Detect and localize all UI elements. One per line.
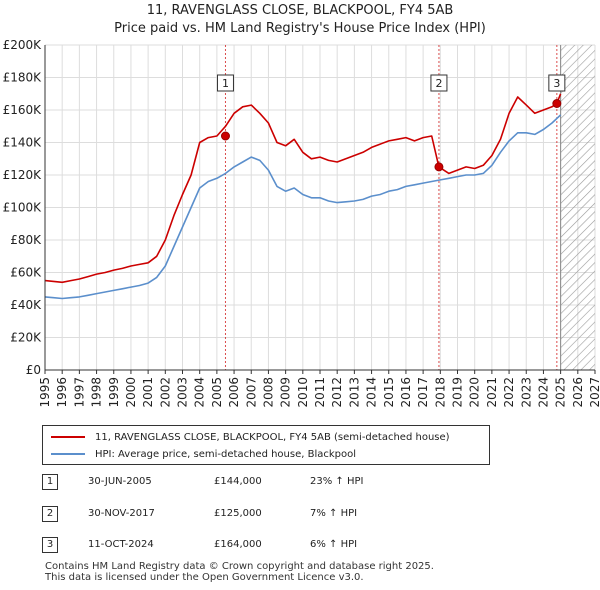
x-tick-label: 2005 [210,377,224,408]
x-tick-label: 1997 [72,377,86,408]
sale-price: £164,000 [214,539,262,550]
x-tick-label: 2006 [227,377,241,408]
sale-price: £144,000 [214,476,262,487]
x-tick-label: 2007 [244,377,258,408]
sale-row: 1 30-JUN-2005 £144,000 23% ↑ HPI [42,474,462,492]
x-tick-label: 2021 [485,377,499,408]
x-tick-label: 1996 [55,377,69,408]
sale-number-badge: 2 [42,506,58,522]
x-tick-label: 2015 [382,377,396,408]
x-tick-label: 2014 [365,377,379,408]
sale-date: 30-NOV-2017 [88,508,155,519]
x-tick-label: 2008 [261,377,275,408]
sale-marker-label: 2 [435,77,442,90]
y-tick-label: £140K [3,136,43,150]
sale-point [552,99,562,108]
y-tick-label: £40K [10,298,42,312]
x-tick-label: 2023 [519,377,533,408]
x-tick-label: 2024 [536,377,550,408]
forecast-hatch-area [560,45,595,370]
sale-hpi-change: 23% ↑ HPI [310,476,364,487]
y-tick-label: £80K [10,233,42,247]
y-tick-label: £100K [3,201,43,215]
sale-point [434,162,444,172]
x-tick-label: 2004 [193,377,207,408]
sale-marker-box [430,74,448,92]
x-tick-label: 2012 [330,377,344,408]
sale-hpi-change: 6% ↑ HPI [310,539,358,550]
y-tick-label: £20K [10,331,42,345]
x-tick-label: 2019 [451,377,465,408]
sale-hpi-change: 7% ↑ HPI [310,508,358,519]
sale-price: £125,000 [214,508,262,519]
x-tick-label: 2009 [279,377,293,408]
x-tick-label: 2003 [176,377,190,408]
hpi-line [45,114,562,300]
y-tick-label: £160K [3,103,43,117]
x-tick-label: 2025 [554,377,568,408]
footer-attribution: Contains HM Land Registry data © Crown c… [45,561,434,583]
legend-swatch-hpi [51,453,85,455]
legend-item-property: 11, RAVENGLASS CLOSE, BLACKPOOL, FY4 5AB… [51,429,450,445]
x-tick-label: 1998 [90,377,104,408]
sale-number-badge: 1 [42,474,58,490]
sale-date: 30-JUN-2005 [88,476,152,487]
x-tick-label: 2027 [588,377,600,408]
y-tick-label: £200K [3,38,43,52]
x-tick-label: 2010 [296,377,310,408]
chart-legend: 11, RAVENGLASS CLOSE, BLACKPOOL, FY4 5AB… [42,425,490,465]
sale-date: 11-OCT-2024 [88,539,154,550]
legend-swatch-property [51,436,85,438]
legend-label-hpi: HPI: Average price, semi-detached house,… [95,448,357,460]
x-tick-label: 2016 [399,377,413,408]
legend-item-hpi: HPI: Average price, semi-detached house,… [51,446,356,462]
property-price-line [45,93,562,284]
sale-marker-box [216,74,234,92]
x-tick-label: 2017 [416,377,430,408]
x-tick-label: 2022 [502,377,516,408]
sale-number-badge: 3 [42,537,58,553]
x-tick-label: 2000 [124,377,138,408]
y-tick-label: £120K [3,168,43,182]
x-tick-label: 1995 [38,377,52,408]
sale-point [220,131,230,141]
x-tick-label: 2020 [468,377,482,408]
x-tick-label: 2002 [158,377,172,408]
sale-marker-label: 1 [222,77,229,90]
title-line-2: Price paid vs. HM Land Registry's House … [114,21,486,36]
y-tick-label: £180K [3,71,43,85]
footer-line-1: Contains HM Land Registry data © Crown c… [45,561,434,572]
x-tick-label: 2013 [347,377,361,408]
x-tick-label: 2018 [433,377,447,408]
x-tick-label: 1999 [107,377,121,408]
legend-label-property: 11, RAVENGLASS CLOSE, BLACKPOOL, FY4 5AB… [95,431,450,443]
sale-row: 3 11-OCT-2024 £164,000 6% ↑ HPI [42,537,462,555]
y-tick-label: £0 [26,363,41,377]
y-tick-label: £60K [10,266,42,280]
x-tick-label: 2026 [571,377,585,408]
title-line-1: 11, RAVENGLASS CLOSE, BLACKPOOL, FY4 5AB [146,3,454,18]
sale-marker-label: 3 [553,77,560,90]
x-tick-label: 2001 [141,377,155,408]
sale-marker-box [548,74,566,92]
x-tick-label: 2011 [313,377,327,408]
footer-line-2: This data is licensed under the Open Gov… [45,572,364,583]
sale-row: 2 30-NOV-2017 £125,000 7% ↑ HPI [42,506,462,524]
chart-title: 11, RAVENGLASS CLOSE, BLACKPOOL, FY4 5AB… [0,2,600,38]
price-chart: 1 2 3 £0 £20K £40K £60K £80K £100K £120K £140K £16… [3,38,600,408]
